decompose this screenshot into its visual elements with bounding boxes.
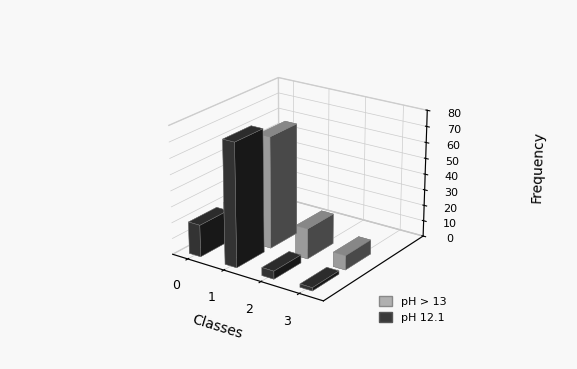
X-axis label: Classes: Classes: [190, 313, 244, 341]
Legend: pH > 13, pH 12.1: pH > 13, pH 12.1: [379, 296, 447, 323]
